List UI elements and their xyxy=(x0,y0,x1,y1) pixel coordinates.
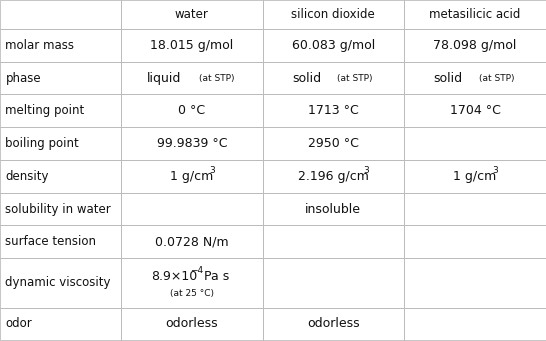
Text: water: water xyxy=(175,8,209,21)
Bar xyxy=(263,258,404,308)
Bar xyxy=(404,258,546,308)
Bar xyxy=(0,127,121,160)
Text: molar mass: molar mass xyxy=(5,39,74,52)
Bar xyxy=(404,29,546,62)
Text: 2.196 g/cm: 2.196 g/cm xyxy=(299,170,369,183)
Text: 2950 °C: 2950 °C xyxy=(308,137,359,150)
Text: 0.0728 N/m: 0.0728 N/m xyxy=(155,235,229,248)
Text: odor: odor xyxy=(5,317,32,330)
Text: phase: phase xyxy=(5,72,41,85)
Text: silicon dioxide: silicon dioxide xyxy=(292,8,375,21)
Bar xyxy=(0,160,121,193)
Text: solid: solid xyxy=(434,72,462,85)
Text: −4: −4 xyxy=(191,267,204,276)
Text: 0 °C: 0 °C xyxy=(179,104,205,117)
Text: solubility in water: solubility in water xyxy=(5,203,111,216)
Bar xyxy=(263,308,404,340)
Bar xyxy=(404,160,546,193)
Text: dynamic viscosity: dynamic viscosity xyxy=(5,276,111,290)
Bar xyxy=(263,0,404,29)
Text: liquid: liquid xyxy=(147,72,181,85)
Text: 1 g/cm: 1 g/cm xyxy=(170,170,213,183)
Text: 3: 3 xyxy=(209,166,215,175)
Text: 78.098 g/mol: 78.098 g/mol xyxy=(434,39,517,52)
Bar xyxy=(0,29,121,62)
Bar xyxy=(0,258,121,308)
Text: 99.9839 °C: 99.9839 °C xyxy=(157,137,227,150)
Text: (at STP): (at STP) xyxy=(337,74,373,83)
Bar xyxy=(263,160,404,193)
Text: surface tension: surface tension xyxy=(5,235,97,248)
Text: density: density xyxy=(5,170,49,183)
Text: 1 g/cm: 1 g/cm xyxy=(453,170,496,183)
Text: 1713 °C: 1713 °C xyxy=(308,104,359,117)
Bar xyxy=(263,127,404,160)
Bar xyxy=(121,225,263,258)
Bar xyxy=(263,62,404,94)
Bar xyxy=(0,308,121,340)
Bar xyxy=(121,0,263,29)
Bar xyxy=(0,62,121,94)
Bar xyxy=(404,308,546,340)
Bar xyxy=(404,94,546,127)
Bar xyxy=(0,193,121,225)
Text: metasilicic acid: metasilicic acid xyxy=(429,8,521,21)
Text: melting point: melting point xyxy=(5,104,85,117)
Bar xyxy=(404,225,546,258)
Text: boiling point: boiling point xyxy=(5,137,79,150)
Text: (at 25 °C): (at 25 °C) xyxy=(170,289,214,298)
Bar xyxy=(121,160,263,193)
Bar xyxy=(121,258,263,308)
Bar xyxy=(404,62,546,94)
Text: Pa s: Pa s xyxy=(200,270,229,283)
Bar xyxy=(263,193,404,225)
Text: solid: solid xyxy=(292,72,321,85)
Text: odorless: odorless xyxy=(307,317,360,330)
Text: 3: 3 xyxy=(364,166,369,175)
Bar xyxy=(121,127,263,160)
Bar xyxy=(121,308,263,340)
Text: 18.015 g/mol: 18.015 g/mol xyxy=(150,39,234,52)
Bar xyxy=(121,29,263,62)
Text: 8.9×10: 8.9×10 xyxy=(151,270,198,283)
Bar xyxy=(263,225,404,258)
Bar xyxy=(263,94,404,127)
Text: insoluble: insoluble xyxy=(305,203,361,216)
Text: (at STP): (at STP) xyxy=(199,74,235,83)
Text: odorless: odorless xyxy=(165,317,218,330)
Bar xyxy=(0,94,121,127)
Bar xyxy=(404,193,546,225)
Text: (at STP): (at STP) xyxy=(479,74,514,83)
Bar xyxy=(0,0,121,29)
Text: 60.083 g/mol: 60.083 g/mol xyxy=(292,39,375,52)
Bar xyxy=(263,29,404,62)
Bar xyxy=(121,94,263,127)
Bar xyxy=(404,0,546,29)
Text: 1704 °C: 1704 °C xyxy=(449,104,501,117)
Bar xyxy=(404,127,546,160)
Bar xyxy=(121,62,263,94)
Bar xyxy=(121,193,263,225)
Bar xyxy=(0,225,121,258)
Text: 3: 3 xyxy=(492,166,498,175)
